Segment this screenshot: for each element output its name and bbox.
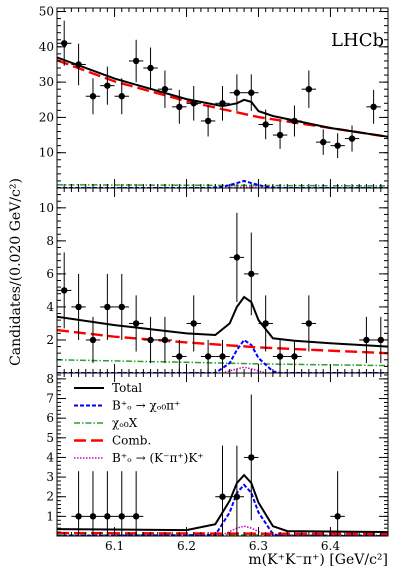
legend-label-peaking: B⁺ₒ → (K⁻π⁺)K⁺ [112,451,204,465]
panel-2-data [57,212,388,373]
curve-comb [57,328,388,355]
y-tick-label: 20 [39,110,54,124]
y-axis-title: Candidates/(0.020 GeV/c²) [8,178,24,366]
y-tick-label: 3 [46,470,54,484]
data-point [334,142,341,149]
y-tick-label: 2 [46,490,54,504]
panel-1-data [57,20,381,158]
data-point [233,89,241,96]
y-tick-label: 10 [39,201,54,215]
data-point [334,513,341,520]
data-point [190,100,197,107]
data-point [248,89,255,96]
y-tick-label: 1 [46,509,54,523]
data-point [291,117,298,125]
data-point [104,513,111,520]
data-point [348,135,356,142]
data-point [132,513,140,520]
curve-total [57,473,388,534]
x-axis-title: m(K⁺K⁻π⁺) [GeV/c²] [248,552,388,566]
y-tick-label: 8 [46,234,54,248]
data-point [89,93,97,100]
data-point [75,513,82,520]
y-tick-label: 50 [39,5,54,19]
data-point [204,117,212,125]
y-tick-label: 7 [46,392,54,406]
data-point [118,513,125,520]
data-point [60,40,68,47]
y-tick-label: 8 [46,372,54,386]
data-point [75,303,82,311]
x-tick-label: 6.4 [321,539,340,553]
y-tick-label: 4 [46,450,54,464]
data-point [248,454,255,461]
panel-1: 10 20 30 40 50 [39,5,389,189]
curve-signal [57,338,388,373]
experiment-label: LHCb [331,30,384,51]
legend-label-comb: Comb. [112,434,151,448]
data-point [147,64,154,72]
data-point [305,320,313,327]
x-tick-label: 6.2 [177,539,196,553]
data-point [363,336,370,344]
data-point [233,254,241,261]
data-point [104,82,111,89]
data-point [219,353,226,360]
data-point [276,131,284,139]
panel-2: 2 4 6 8 10 [39,187,389,374]
legend-label-chic0x: χₒ₀X [112,416,138,430]
data-point [132,320,140,327]
data-point [219,493,226,500]
data-point [176,353,183,360]
data-point [176,103,183,111]
data-point [118,93,125,100]
y-tick-label: 10 [39,146,54,160]
x-tick-label: 6.3 [249,539,268,553]
data-point [262,320,269,327]
data-point [204,353,212,360]
data-point [305,85,313,93]
data-point [262,121,269,128]
y-tick-label: 5 [46,431,54,445]
data-point [118,303,125,311]
y-tick-label: 6 [46,411,54,425]
legend-label-total: Total [112,381,142,395]
data-point [370,103,377,111]
panel-3-data [71,394,345,536]
data-point [161,336,169,344]
data-point [132,57,140,65]
data-point [276,353,284,360]
y-tick-label: 2 [46,333,54,347]
data-point [161,85,169,93]
y-tick-label: 4 [46,300,54,314]
legend: Total B⁺ₒ → χₒ₀π⁺ χₒ₀X Comb. B⁺ₒ → (K⁻π⁺)K⁺ [74,381,204,465]
y-tick-label: 30 [39,75,54,89]
x-tick-label: 6.1 [105,539,124,553]
legend-label-signal: B⁺ₒ → χₒ₀π⁺ [112,399,180,413]
data-point [291,353,298,360]
data-point [219,100,226,107]
y-tick-label: 6 [46,267,54,281]
data-point [89,336,97,344]
data-point [320,138,327,146]
data-point [147,336,154,344]
data-point [89,513,97,520]
data-point [233,493,241,500]
panel-1-curves [57,56,388,188]
data-point [248,270,255,278]
data-point [190,320,197,327]
curve-signal [57,179,388,188]
y-tick-label: 40 [39,40,54,54]
data-point [104,303,111,311]
panel-3: 1 2 3 4 5 6 7 8 [46,372,389,537]
curve-comb [57,531,388,536]
data-point [60,287,68,294]
data-point [75,61,82,68]
